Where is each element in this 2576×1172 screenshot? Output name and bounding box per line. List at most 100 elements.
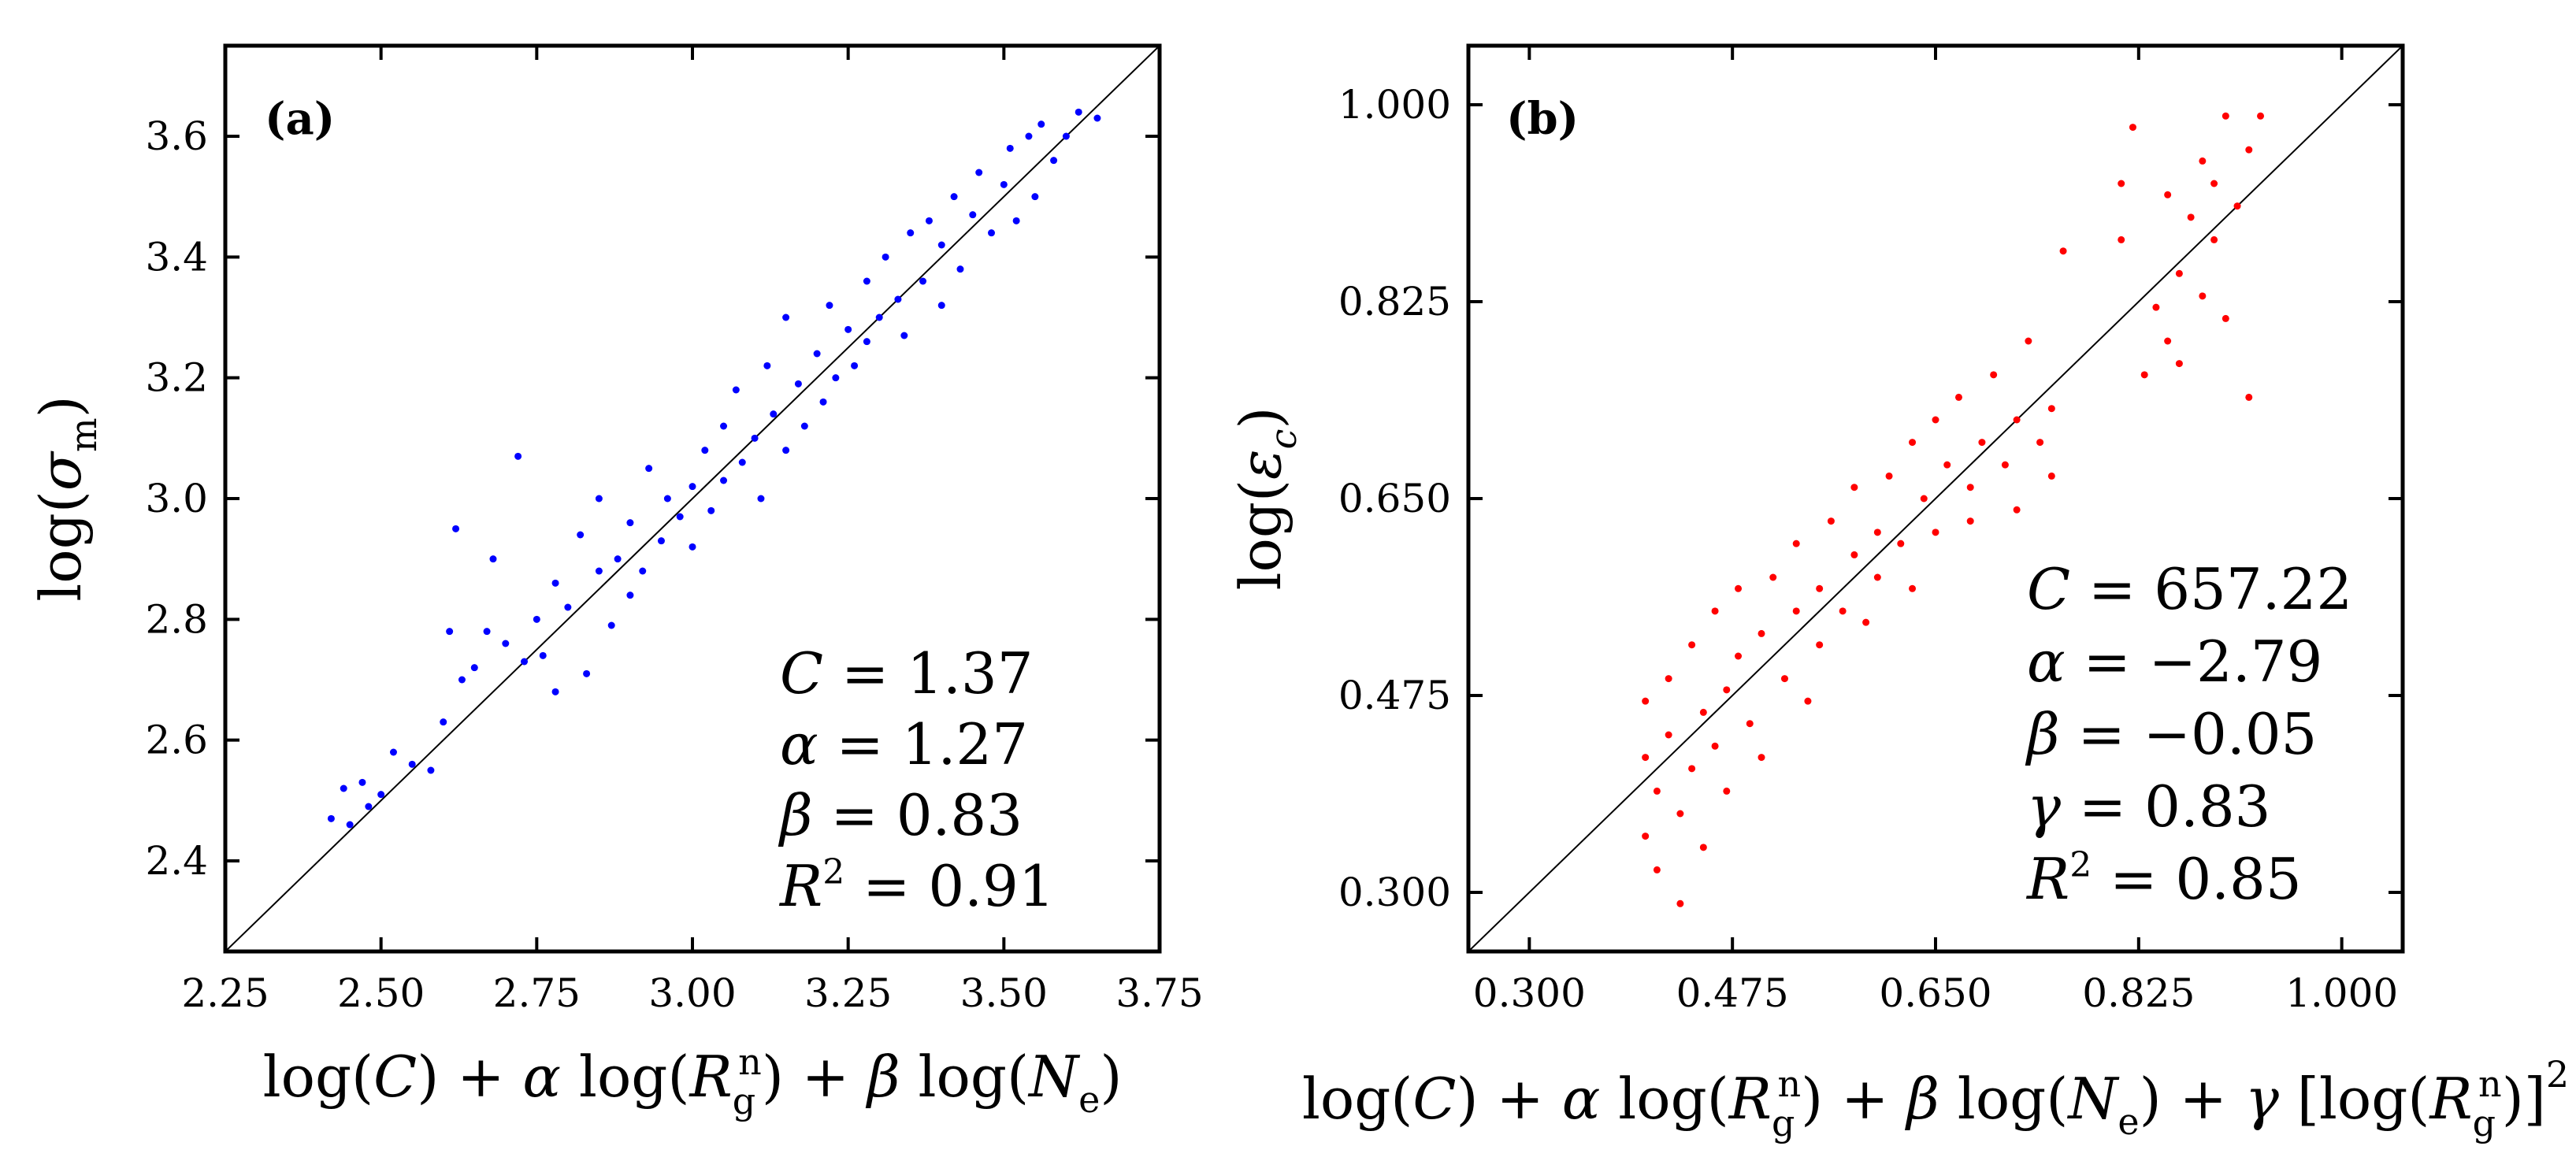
data-point bbox=[358, 778, 366, 786]
data-point bbox=[863, 338, 870, 346]
x-axis-title-b: log(C) + α log(Rgn) + β log(Ne) + γ [log… bbox=[1302, 1053, 2569, 1144]
data-point bbox=[1954, 393, 1962, 401]
data-point bbox=[1792, 540, 1800, 547]
data-point bbox=[1642, 833, 1650, 840]
data-point bbox=[1031, 193, 1039, 201]
data-point bbox=[689, 483, 696, 491]
data-point bbox=[327, 814, 335, 822]
data-point bbox=[2047, 405, 2055, 413]
data-point bbox=[2047, 472, 2055, 480]
data-point bbox=[1711, 742, 1719, 750]
data-point bbox=[1780, 675, 1788, 683]
data-point bbox=[1769, 573, 1777, 581]
data-point bbox=[919, 277, 927, 285]
data-point bbox=[1816, 641, 1824, 649]
data-point bbox=[956, 265, 964, 273]
data-point bbox=[551, 688, 559, 695]
x-tick-label: 1.000 bbox=[2285, 970, 2398, 1016]
data-point bbox=[875, 313, 883, 321]
data-point bbox=[1839, 607, 1847, 615]
data-point bbox=[1006, 144, 1014, 152]
panel-label-b: (b) bbox=[1506, 93, 1579, 145]
data-point bbox=[1746, 720, 1754, 728]
data-point bbox=[657, 537, 665, 545]
data-point bbox=[626, 519, 634, 527]
data-point bbox=[1653, 866, 1661, 873]
data-point bbox=[521, 658, 529, 666]
reference-line-a bbox=[225, 46, 1160, 951]
annotation-alpha-a: α = 1.27 bbox=[780, 711, 1028, 777]
annotation-r2-a: R2 = 0.91 bbox=[778, 852, 1055, 919]
data-point bbox=[577, 531, 585, 539]
data-point bbox=[470, 664, 478, 672]
data-point bbox=[533, 615, 540, 623]
data-point bbox=[2257, 112, 2265, 120]
x-tick-label: 0.825 bbox=[2082, 970, 2195, 1016]
data-point bbox=[1804, 697, 1812, 705]
data-point bbox=[1012, 217, 1020, 224]
annotation-beta-b: β = −0.05 bbox=[2025, 701, 2317, 767]
data-point bbox=[2118, 236, 2125, 243]
data-point bbox=[1909, 584, 1917, 592]
x-tick-label: 3.75 bbox=[1115, 970, 1203, 1016]
data-point bbox=[2013, 416, 2021, 424]
data-point bbox=[564, 603, 572, 611]
data-point bbox=[408, 760, 416, 768]
ticks-a: 2.25 2.50 2.75 3.00 3.25 3.50 3.75 2.4 2.6 2.8 3.0… bbox=[145, 46, 1204, 1016]
data-point bbox=[1062, 132, 1070, 140]
data-point bbox=[1025, 132, 1033, 140]
data-point bbox=[701, 447, 709, 454]
data-point bbox=[2199, 157, 2207, 165]
data-point bbox=[2013, 506, 2021, 514]
data-point bbox=[2199, 292, 2207, 300]
data-point bbox=[689, 543, 696, 551]
data-point bbox=[483, 628, 491, 636]
data-point bbox=[1688, 765, 1696, 773]
data-point bbox=[514, 452, 522, 460]
data-point bbox=[452, 525, 460, 532]
data-point bbox=[851, 362, 859, 369]
panel-label-a: (a) bbox=[265, 93, 335, 145]
data-point bbox=[1653, 787, 1661, 795]
points-a bbox=[327, 108, 1101, 829]
data-point bbox=[1758, 629, 1765, 637]
data-point bbox=[1758, 754, 1765, 762]
data-point bbox=[1699, 708, 1707, 716]
y-tick-label: 1.000 bbox=[1338, 82, 1451, 128]
data-point bbox=[389, 748, 397, 756]
data-point bbox=[2210, 236, 2218, 243]
data-point bbox=[2001, 461, 2009, 469]
data-point bbox=[1000, 180, 1008, 188]
data-point bbox=[2233, 202, 2241, 210]
data-point bbox=[1827, 517, 1835, 525]
y-tick-label: 3.0 bbox=[145, 476, 208, 521]
data-point bbox=[1735, 652, 1743, 660]
data-point bbox=[1966, 517, 1974, 525]
data-point bbox=[969, 211, 977, 219]
data-point bbox=[1862, 618, 1870, 626]
x-tick-label: 2.75 bbox=[493, 970, 581, 1016]
data-point bbox=[832, 374, 840, 382]
data-point bbox=[782, 313, 790, 321]
data-point bbox=[1735, 584, 1743, 592]
data-point bbox=[1665, 675, 1672, 683]
data-point bbox=[377, 791, 385, 799]
data-point bbox=[937, 241, 945, 249]
data-point bbox=[2129, 124, 2136, 132]
data-point bbox=[900, 332, 908, 339]
data-point bbox=[1850, 551, 1858, 558]
annotations-a: C = 1.37 α = 1.27 β = 0.83 R2 = 0.91 bbox=[778, 640, 1055, 919]
data-point bbox=[813, 350, 821, 358]
data-point bbox=[988, 229, 996, 237]
x-tick-label: 0.475 bbox=[1676, 970, 1789, 1016]
data-point bbox=[751, 434, 759, 442]
data-point bbox=[1050, 157, 1058, 165]
data-point bbox=[614, 555, 622, 563]
x-tick-label: 3.25 bbox=[804, 970, 892, 1016]
data-point bbox=[427, 766, 435, 774]
x-tick-label: 0.300 bbox=[1473, 970, 1586, 1016]
panel-a: 2.25 2.50 2.75 3.00 3.25 3.50 3.75 2.4 2.6 2.8 3.0… bbox=[28, 43, 1204, 1122]
annotation-c-b: C = 657.22 bbox=[2027, 556, 2352, 622]
data-point bbox=[1816, 584, 1824, 592]
data-point bbox=[502, 640, 510, 647]
